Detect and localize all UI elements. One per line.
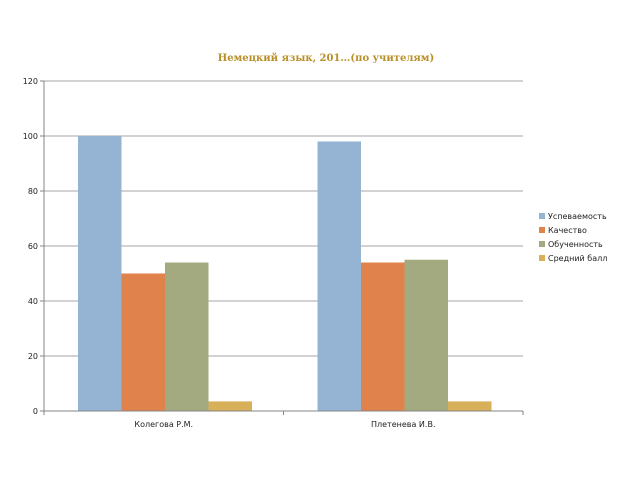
legend-label: Обученность — [548, 240, 603, 249]
bar-4-2 — [448, 401, 492, 411]
chart-title: Немецкий язык, 201…(по учителям) — [218, 53, 434, 64]
bar-1-1 — [78, 136, 122, 411]
x-axis: Колегова Р.М. Плетенева И.В. — [43, 410, 524, 429]
legend-swatch — [539, 255, 545, 261]
legend-swatch — [539, 227, 545, 233]
y-axis: 0 20 40 60 80 100 120 — [23, 77, 45, 416]
y-tick-label: 40 — [28, 297, 38, 306]
y-tick-label: 20 — [28, 352, 38, 361]
y-tick-label: 100 — [23, 132, 38, 141]
bar-3-1 — [165, 262, 209, 411]
bar-2-1 — [121, 273, 165, 411]
legend-swatch — [539, 213, 545, 219]
legend-label: Качество — [548, 226, 587, 235]
legend: Успеваемость Качество Обученность Средний б… — [539, 212, 607, 263]
y-tick-label: 60 — [28, 242, 38, 251]
legend-label: Успеваемость — [548, 212, 607, 221]
bars — [78, 136, 492, 411]
bar-4-1 — [208, 401, 252, 411]
y-tick-label: 0 — [33, 407, 38, 416]
legend-swatch — [539, 241, 545, 247]
bar-2-2 — [361, 262, 405, 411]
x-tick-label: Колегова Р.М. — [134, 420, 193, 429]
y-tick-label: 120 — [23, 77, 38, 86]
legend-label: Средний балл — [548, 254, 607, 263]
x-tick-label: Плетенева И.В. — [371, 420, 436, 429]
y-tick-label: 80 — [28, 187, 38, 196]
bar-1-2 — [317, 141, 361, 411]
bar-3-2 — [404, 259, 448, 411]
